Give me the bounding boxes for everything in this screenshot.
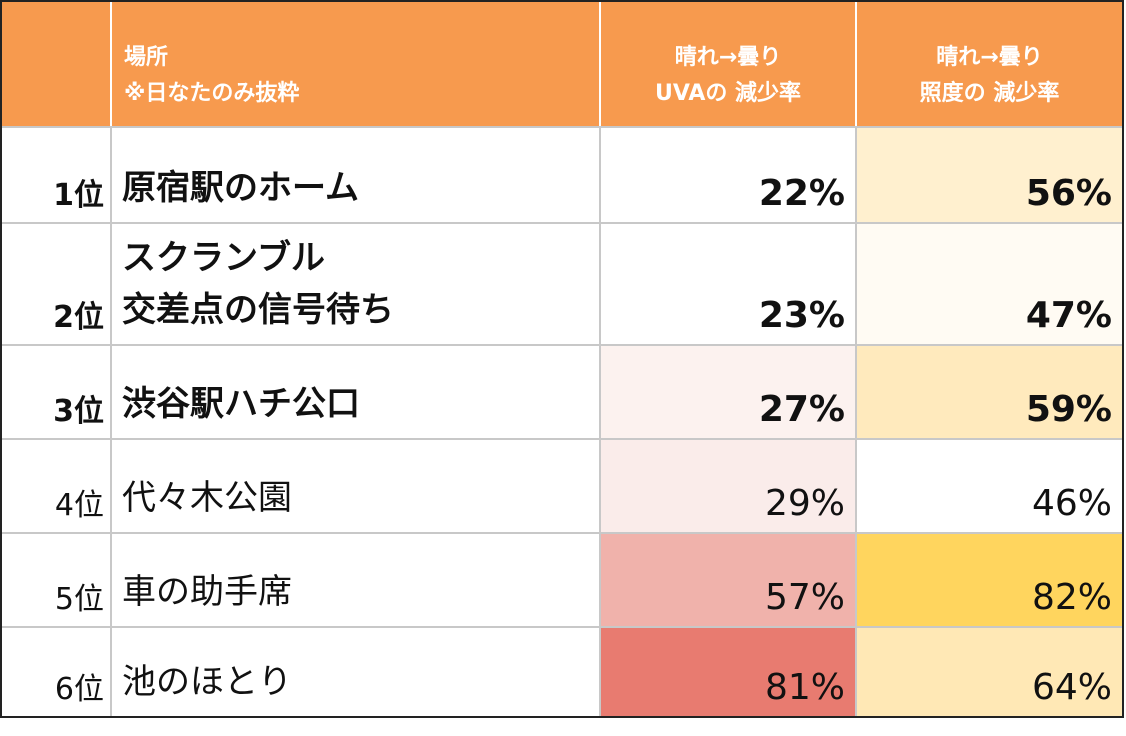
place-cell: スクランブル交差点の信号待ち <box>112 224 601 344</box>
table-row: 3位 渋谷駅ハチ公口 27% 59% <box>2 344 1122 438</box>
place-cell: 車の助手席 <box>112 534 601 626</box>
rank-cell: 2位 <box>2 224 112 344</box>
lux-value: 82% <box>1031 577 1112 618</box>
uva-cell: 57% <box>601 534 857 626</box>
header-place-note: ※日なたのみ抜粋 <box>124 81 300 106</box>
place-name: 原宿駅のホーム <box>122 162 359 214</box>
lux-cell: 56% <box>857 128 1122 222</box>
rank-label: 5位 <box>54 582 104 617</box>
rank-cell: 3位 <box>2 346 112 438</box>
place-cell: 代々木公園 <box>112 440 601 532</box>
lux-cell: 47% <box>857 224 1122 344</box>
place-line1: スクランブル <box>122 238 325 278</box>
table-row: 5位 車の助手席 57% 82% <box>2 532 1122 626</box>
header-uva-line1: 晴れ→曇り <box>674 45 782 70</box>
place-line1: 原宿駅のホーム <box>122 168 359 208</box>
table-row: 1位 原宿駅のホーム 22% 56% <box>2 126 1122 222</box>
table-row: 6位 池のほとり 81% 64% <box>2 626 1122 716</box>
header-uva-cell: 晴れ→曇り UVAの 減少率 <box>601 2 857 126</box>
rank-cell: 1位 <box>2 128 112 222</box>
rank-cell: 4位 <box>2 440 112 532</box>
place-cell: 原宿駅のホーム <box>112 128 601 222</box>
place-cell: 池のほとり <box>112 628 601 716</box>
uva-cell: 29% <box>601 440 857 532</box>
uva-cell: 22% <box>601 128 857 222</box>
place-name: 池のほとり <box>122 656 292 708</box>
uva-value: 23% <box>758 295 845 336</box>
rank-label: 3位 <box>53 394 104 429</box>
lux-value: 46% <box>1031 483 1112 524</box>
rank-label: 1位 <box>53 178 104 213</box>
uva-value: 27% <box>758 389 845 430</box>
lux-value: 47% <box>1025 295 1112 336</box>
place-name: 渋谷駅ハチ公口 <box>122 378 360 430</box>
header-lux-line2: 照度の 減少率 <box>919 81 1060 106</box>
uva-cell: 27% <box>601 346 857 438</box>
rank-label: 2位 <box>53 300 104 335</box>
lux-value: 56% <box>1025 173 1112 214</box>
rank-label: 4位 <box>54 488 104 523</box>
header-uva-line2: UVAの 減少率 <box>654 81 802 106</box>
header-lux-line1: 晴れ→曇り <box>936 45 1043 70</box>
place-name: 車の助手席 <box>122 566 292 618</box>
table-row: 4位 代々木公園 29% 46% <box>2 438 1122 532</box>
place-line1: 池のほとり <box>122 662 292 702</box>
place-name: スクランブル交差点の信号待ち <box>122 232 394 336</box>
lux-cell: 46% <box>857 440 1122 532</box>
lux-cell: 59% <box>857 346 1122 438</box>
lux-cell: 82% <box>857 534 1122 626</box>
uva-cell: 23% <box>601 224 857 344</box>
place-cell: 渋谷駅ハチ公口 <box>112 346 601 438</box>
uva-value: 22% <box>758 173 845 214</box>
uva-cell: 81% <box>601 628 857 716</box>
uva-value: 29% <box>764 483 845 524</box>
uva-value: 57% <box>764 577 845 618</box>
rank-label: 6位 <box>54 672 104 707</box>
table-row: 2位 スクランブル交差点の信号待ち 23% 47% <box>2 222 1122 344</box>
header-rank-cell <box>2 2 112 126</box>
table-header: 場所 ※日なたのみ抜粋 晴れ→曇り UVAの 減少率 晴れ→曇り 照度の 減少率 <box>2 2 1122 126</box>
lux-value: 59% <box>1025 389 1112 430</box>
rank-cell: 6位 <box>2 628 112 716</box>
place-line2: 交差点の信号待ち <box>122 290 394 330</box>
uv-reduction-table: 場所 ※日なたのみ抜粋 晴れ→曇り UVAの 減少率 晴れ→曇り 照度の 減少率… <box>0 0 1124 718</box>
rank-cell: 5位 <box>2 534 112 626</box>
header-place-label: 場所 <box>124 45 169 70</box>
place-name: 代々木公園 <box>122 472 292 524</box>
lux-value: 64% <box>1031 667 1112 708</box>
place-line1: 代々木公園 <box>122 478 292 518</box>
header-lux-cell: 晴れ→曇り 照度の 減少率 <box>857 2 1122 126</box>
place-line1: 渋谷駅ハチ公口 <box>122 384 360 424</box>
lux-cell: 64% <box>857 628 1122 716</box>
uva-value: 81% <box>764 667 845 708</box>
header-place-cell: 場所 ※日なたのみ抜粋 <box>112 2 601 126</box>
place-line1: 車の助手席 <box>122 572 292 612</box>
